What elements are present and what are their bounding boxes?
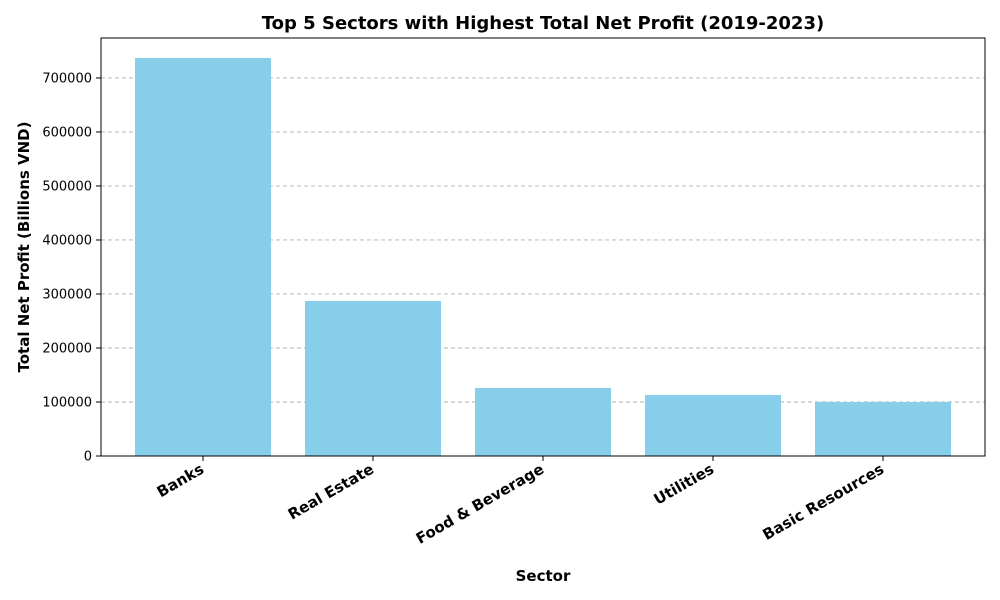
bar-food-beverage (475, 387, 611, 456)
x-tick-label: Real Estate (285, 460, 377, 524)
y-axis-label: Total Net Profit (Billions VND) (15, 122, 33, 373)
bar-real-estate (305, 301, 441, 456)
x-tick-label: Banks (154, 460, 207, 501)
y-axis-ticks: 0 100000 200000 300000 400000 500000 600000 700… (42, 71, 101, 465)
y-tick-label: 300000 (42, 287, 92, 302)
x-tick-label: Utilities (651, 460, 717, 509)
chart-title: Top 5 Sectors with Highest Total Net Pro… (262, 13, 824, 34)
bar-basic-resources (815, 401, 951, 456)
y-tick-label: 0 (84, 450, 92, 465)
x-tick-label: Basic Resources (760, 460, 888, 544)
x-tick-label: Food & Beverage (413, 460, 547, 548)
y-tick-label: 400000 (42, 233, 92, 248)
y-tick-label: 100000 (42, 395, 92, 410)
y-tick-label: 600000 (42, 125, 92, 140)
y-tick-label: 500000 (42, 179, 92, 194)
y-tick-label: 700000 (42, 71, 92, 86)
bars (135, 57, 951, 457)
bar-banks (135, 57, 271, 457)
x-axis-label: Sector (516, 567, 571, 585)
x-axis-ticks: Banks Real Estate Food & Beverage Utilities… (154, 456, 887, 548)
y-tick-label: 200000 (42, 341, 92, 356)
bar-utilities (645, 394, 781, 456)
